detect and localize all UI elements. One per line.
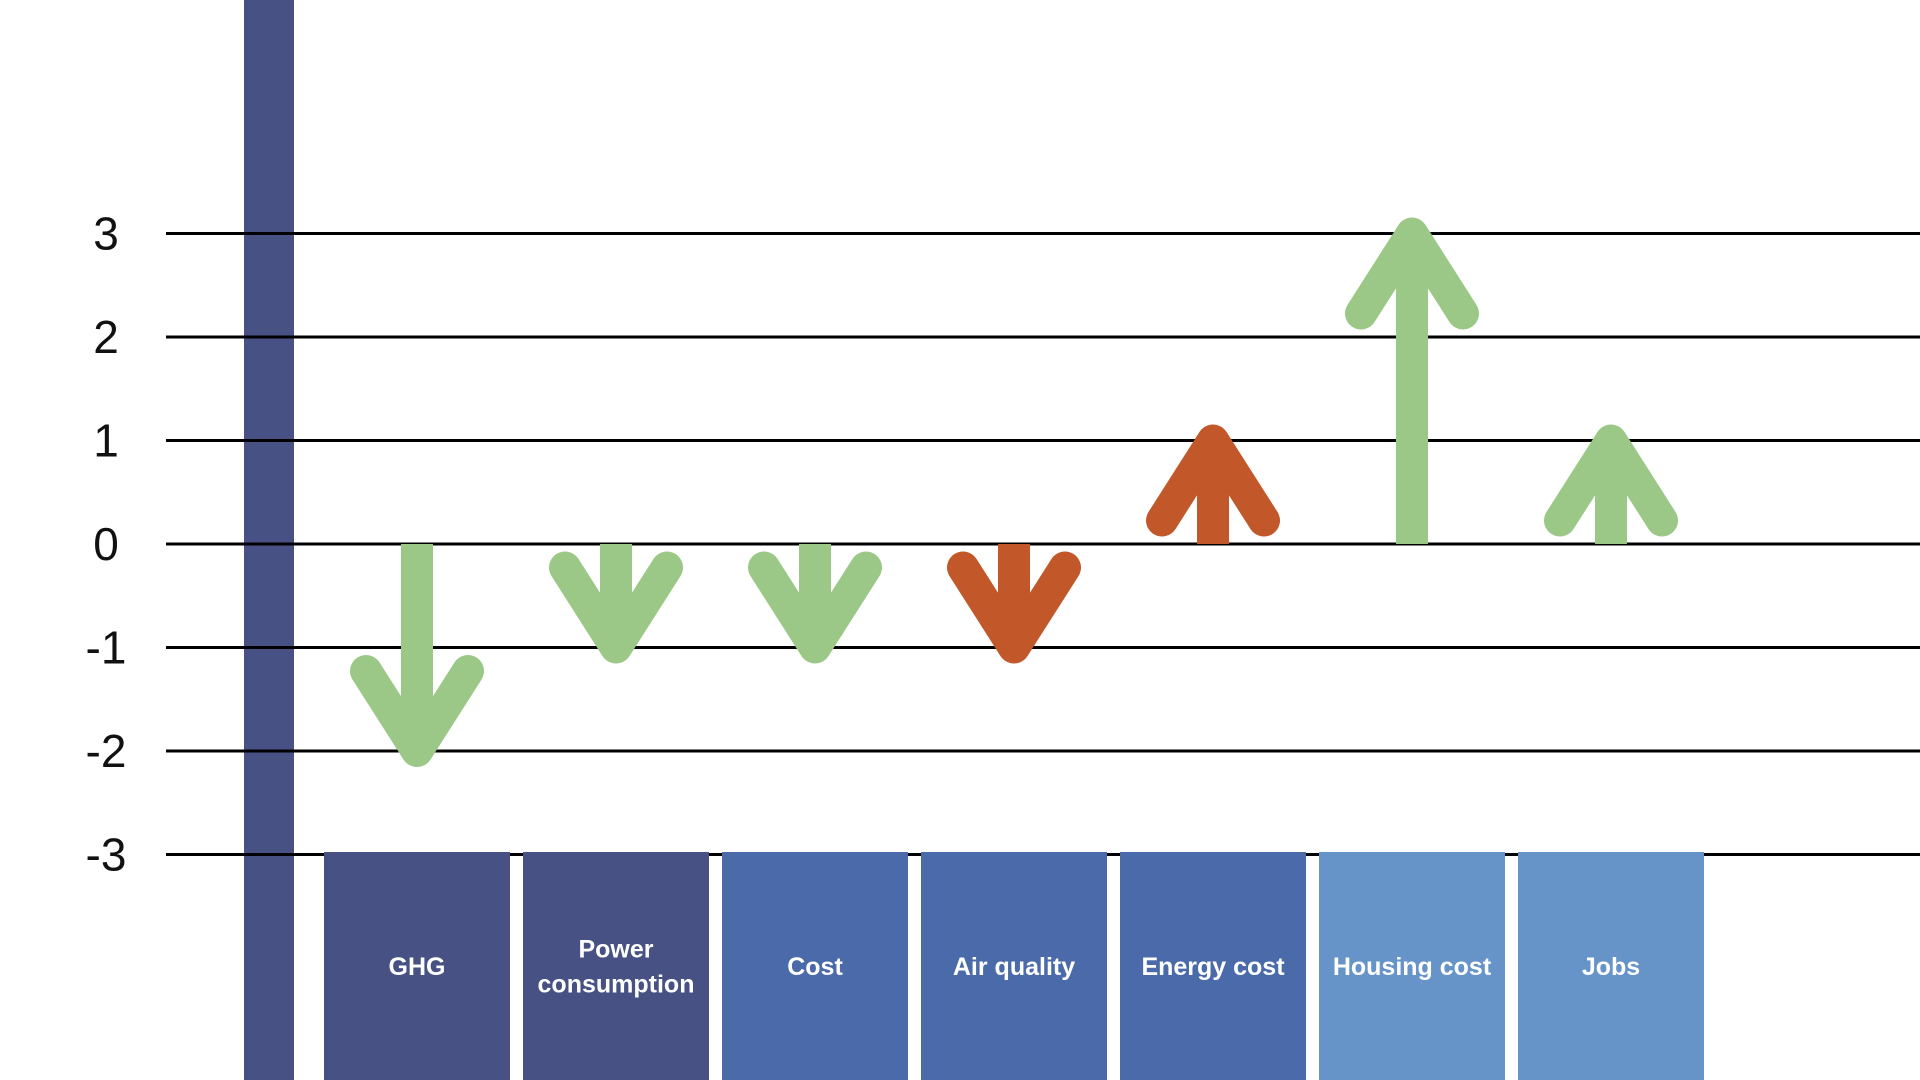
category-label: Housing cost xyxy=(1333,953,1492,981)
left-axis-bar xyxy=(244,0,294,1080)
category-label: Power consumption xyxy=(538,936,695,999)
y-tick-labels: 3 2 1 0 -1 -2 -3 xyxy=(86,208,127,881)
category-label-boxes: GHG Power consumption Cost Air quality Energy… xyxy=(324,852,1704,1080)
category-box xyxy=(1518,852,1704,1080)
category-box xyxy=(324,852,510,1080)
category-label: Air quality xyxy=(953,953,1075,981)
value-arrow xyxy=(350,544,484,767)
y-tick-label: -3 xyxy=(86,829,127,881)
y-tick-label: 2 xyxy=(93,311,119,363)
y-tick-label: 0 xyxy=(93,518,119,570)
value-arrow xyxy=(1544,424,1678,544)
category-box xyxy=(722,852,908,1080)
value-arrow xyxy=(1345,217,1479,544)
category-label: Cost xyxy=(787,953,843,981)
value-arrow xyxy=(947,544,1081,664)
y-tick-label: 1 xyxy=(93,415,119,467)
category-box xyxy=(1319,852,1505,1080)
category-label: Energy cost xyxy=(1141,953,1285,981)
value-arrow xyxy=(549,544,683,664)
category-label: GHG xyxy=(389,953,446,981)
value-arrow xyxy=(748,544,882,664)
value-arrow xyxy=(1146,424,1280,544)
category-box xyxy=(921,852,1107,1080)
category-label: Jobs xyxy=(1582,953,1640,981)
y-tick-label: -2 xyxy=(86,725,127,777)
y-tick-label: -1 xyxy=(86,622,127,674)
category-box xyxy=(523,852,709,1080)
category-box xyxy=(1120,852,1306,1080)
y-tick-label: 3 xyxy=(93,208,119,260)
value-arrows xyxy=(350,217,1678,767)
